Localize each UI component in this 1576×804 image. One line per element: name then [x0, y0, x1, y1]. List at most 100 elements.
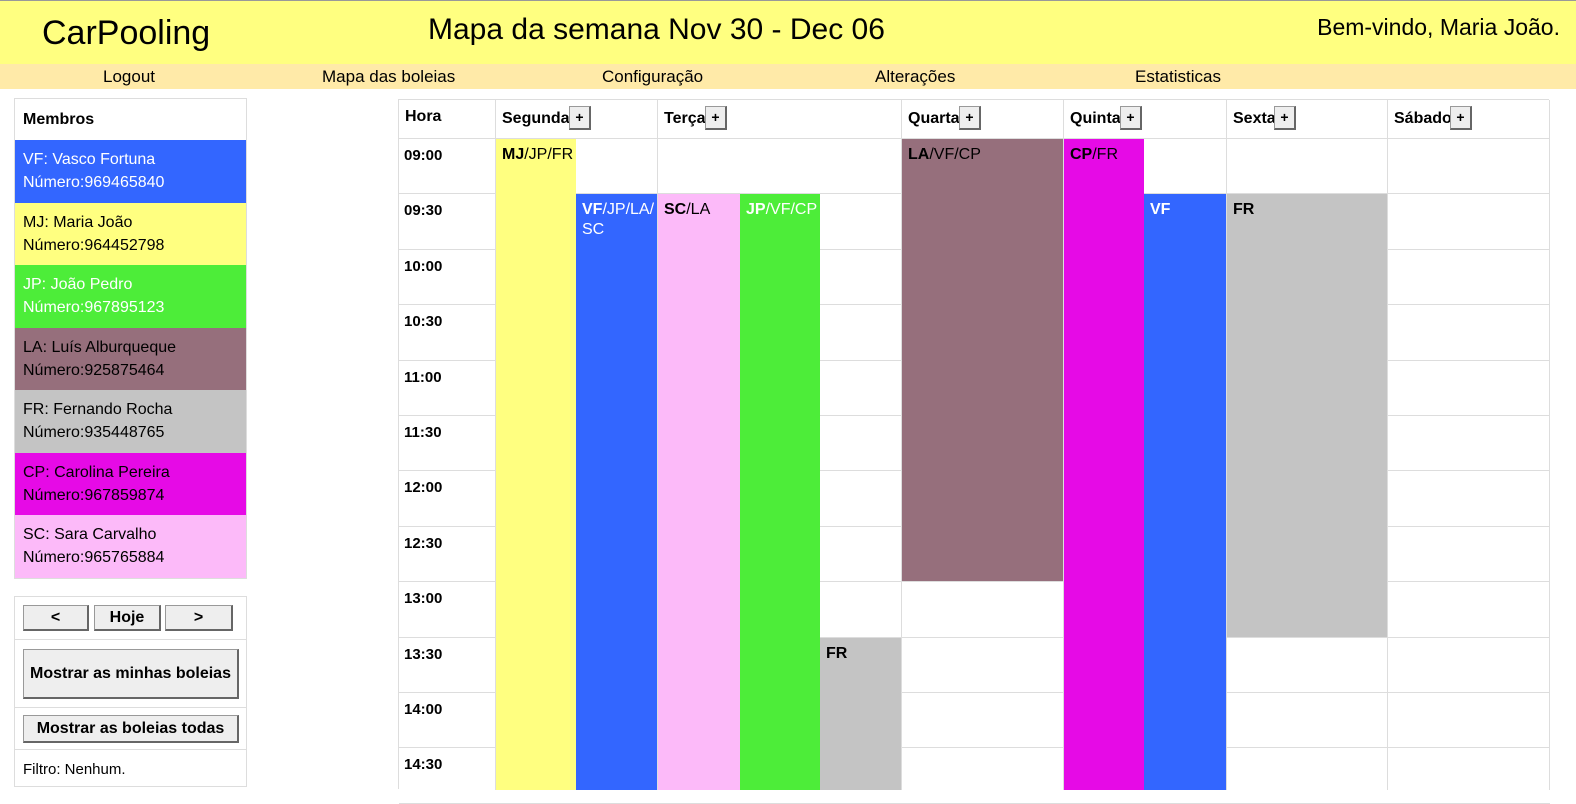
day-label: Terça	[664, 110, 706, 127]
ride-driver: CP	[1070, 146, 1093, 163]
ride-driver: FR	[1233, 201, 1255, 219]
time-slot-label: 12:00	[404, 479, 443, 497]
next-week-button[interactable]: >	[165, 605, 233, 631]
ride-passengers: /VF/CP	[929, 146, 981, 163]
grid-row-line	[399, 692, 1550, 693]
grid-column-line	[901, 100, 902, 790]
grid-row-line	[399, 747, 1550, 749]
grid-row-line	[399, 138, 1550, 139]
ride-event[interactable]: VF	[1144, 194, 1226, 790]
add-ride-button[interactable]: +	[959, 106, 981, 130]
add-ride-button[interactable]: +	[1274, 106, 1296, 130]
member-phone: Número:967859874	[23, 486, 165, 504]
day-monday-header: Segunda +	[496, 100, 658, 138]
show-all-rides-button[interactable]: Mostrar as boleias todas	[23, 715, 239, 743]
time-slot-label: 10:30	[404, 313, 443, 331]
ride-driver: LA	[908, 146, 930, 163]
ride-event[interactable]: JP/VF/CP	[740, 194, 820, 790]
member-item: VF: Vasco Fortuna Número:969465840	[15, 140, 246, 203]
add-ride-button[interactable]: +	[705, 106, 727, 130]
ride-event[interactable]: VF/JP/LA/SC	[576, 194, 657, 790]
member-phone: Número:925875464	[23, 361, 165, 379]
prev-week-button[interactable]: <	[23, 605, 89, 631]
time-slot-label: 09:30	[404, 202, 443, 220]
time-slot-label: 13:30	[404, 645, 443, 663]
grid-column-line	[1549, 100, 1550, 790]
member-item: FR: Fernando Rocha Número:935448765	[15, 390, 246, 453]
grid-column-line	[1063, 100, 1064, 790]
grid-row-line	[399, 636, 1550, 638]
member-name: SC: Sara Carvalho	[23, 526, 157, 543]
grid-column-line	[657, 100, 658, 790]
ride-driver: SC	[664, 201, 687, 219]
ride-driver: VF	[582, 201, 603, 219]
day-label: Sexta	[1233, 110, 1276, 127]
ride-driver: MJ	[502, 146, 525, 163]
time-slot-label: 14:30	[404, 756, 443, 774]
ride-event[interactable]: MJ/JP/FR	[496, 139, 576, 790]
ride-event[interactable]: SC/LA	[658, 194, 740, 790]
nav-changes[interactable]: Alterações	[875, 67, 956, 86]
time-slot-label: 14:00	[404, 701, 443, 718]
ride-event[interactable]: CP/FR	[1064, 139, 1144, 790]
member-name: MJ: Maria João	[23, 213, 133, 231]
ride-driver: FR	[826, 644, 848, 662]
member-phone: Número:967895123	[23, 299, 165, 316]
member-list: VF: Vasco Fortuna Número:969465840 MJ: Mar…	[15, 140, 246, 578]
today-button[interactable]: Hoje	[94, 605, 161, 631]
ride-passengers: /FR	[1092, 146, 1119, 163]
nav-ride-map[interactable]: Mapa das boleias	[322, 67, 456, 86]
member-phone: Número:964452798	[23, 236, 165, 254]
ride-passengers: /JP/LA/SC	[582, 201, 655, 239]
member-phone: Número:965765884	[23, 549, 165, 566]
day-wednesday-header: Quarta +	[902, 100, 1064, 138]
ride-passengers: /JP/FR	[524, 146, 574, 163]
time-slot-label: 09:00	[404, 147, 443, 164]
grid-column-line	[1226, 100, 1227, 790]
member-name: FR: Fernando Rocha	[23, 401, 173, 418]
nav-configuration[interactable]: Configuração	[602, 67, 704, 86]
member-phone: Número:969465840	[23, 174, 165, 191]
day-saturday-header: Sábado +	[1388, 100, 1550, 138]
controls-divider	[15, 639, 246, 640]
filter-status: Filtro: Nenhum.	[23, 761, 126, 778]
day-friday-header: Sexta +	[1227, 100, 1388, 138]
ride-driver: VF	[1150, 201, 1171, 219]
member-item: MJ: Maria João Número:964452798	[15, 202, 246, 265]
show-my-rides-button[interactable]: Mostrar as minhas boleias	[23, 649, 239, 699]
member-phone: Número:935448765	[23, 424, 165, 441]
day-label: Quarta	[908, 110, 960, 127]
day-tuesday-header: Terça +	[658, 100, 902, 138]
members-panel: Membros VF: Vasco Fortuna Número:96946584…	[14, 98, 247, 579]
ride-event[interactable]: FR	[1227, 194, 1387, 637]
hour-column-header: Hora	[399, 100, 496, 138]
member-name: CP: Carolina Pereira	[23, 463, 170, 481]
member-name: JP: João Pedro	[23, 276, 133, 293]
time-slot-label: 11:00	[404, 368, 442, 386]
ride-passengers: /LA	[686, 201, 711, 219]
controls-divider	[15, 749, 246, 750]
add-ride-button[interactable]: +	[1120, 106, 1142, 130]
member-name: LA: Luís Alburqueque	[23, 338, 177, 356]
week-title: Mapa da semana Nov 30 - Dec 06	[428, 13, 885, 46]
time-slot-label: 13:00	[404, 590, 443, 608]
ride-event[interactable]: FR	[820, 637, 901, 790]
ride-driver: JP	[746, 201, 766, 219]
ride-passengers: /VF/CP	[765, 201, 818, 219]
day-label: Segunda	[502, 110, 570, 127]
ride-event[interactable]: LA/VF/CP	[902, 139, 1063, 582]
add-ride-button[interactable]: +	[569, 106, 591, 130]
time-slot-label: 11:30	[404, 424, 442, 441]
nav-logout[interactable]: Logout	[103, 67, 155, 86]
brand-title: CarPooling	[42, 14, 211, 52]
time-slot-label: 10:00	[404, 257, 443, 275]
day-thursday-header: Quinta +	[1064, 100, 1227, 138]
grid-column-line	[495, 100, 496, 790]
member-item: SC: Sara Carvalho Número:965765884	[15, 515, 246, 578]
nav-statistics[interactable]: Estatisticas	[1135, 67, 1221, 86]
welcome-message: Bem-vindo, Maria João.	[1317, 14, 1560, 40]
weekly-calendar: Hora Segunda + Terça + Quarta + Quinta + Sexta + S…	[398, 99, 1550, 804]
app-header: CarPooling Mapa da semana Nov 30 - Dec 0…	[0, 0, 1576, 64]
add-ride-button[interactable]: +	[1450, 106, 1472, 130]
grid-row-line	[399, 581, 1550, 583]
